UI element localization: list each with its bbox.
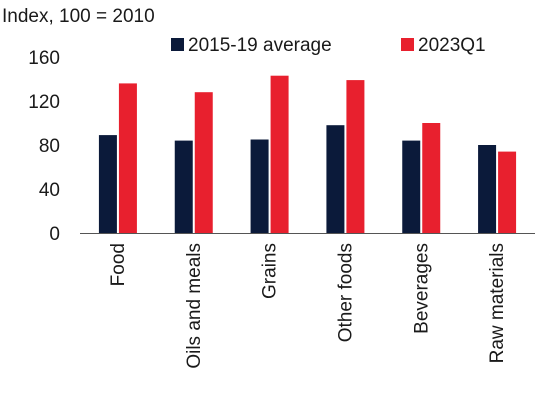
category-label: Food <box>108 243 129 286</box>
y-tick-label: 40 <box>39 180 60 201</box>
y-axis-ticks: 0 40 80 120 160 <box>28 48 60 245</box>
bar-2023q1 <box>270 75 289 233</box>
legend-label: 2023Q1 <box>418 35 486 56</box>
bar-2023q1 <box>422 123 441 233</box>
bar-avg-2015-19 <box>478 145 497 233</box>
legend-label: 2015-19 average <box>188 35 332 56</box>
bar-2023q1 <box>498 151 517 233</box>
category-label: Grains <box>260 243 281 299</box>
bar-avg-2015-19 <box>98 135 117 233</box>
bars <box>98 75 517 234</box>
category-label: Raw materials <box>487 243 508 363</box>
category-labels: Food Oils and meals Grains Other foods Bever… <box>108 243 508 369</box>
bar-2023q1 <box>194 92 213 233</box>
bar-2023q1 <box>118 83 137 234</box>
category-label: Oils and meals <box>184 243 205 369</box>
legend-swatch <box>171 38 184 51</box>
y-axis-unit-label: Index, 100 = 2010 <box>2 6 155 27</box>
y-tick-label: 0 <box>49 224 60 245</box>
y-tick-label: 160 <box>28 48 60 69</box>
bar-avg-2015-19 <box>402 140 421 233</box>
bar-2023q1 <box>346 80 365 233</box>
category-label: Other foods <box>335 243 356 342</box>
bar-avg-2015-19 <box>250 139 269 233</box>
y-tick-label: 120 <box>28 92 60 113</box>
category-label: Beverages <box>411 243 432 334</box>
bar-avg-2015-19 <box>174 140 193 233</box>
legend: 2015-19 average 2023Q1 <box>171 35 486 56</box>
legend-swatch <box>401 38 414 51</box>
bar-avg-2015-19 <box>326 125 345 233</box>
y-tick-label: 80 <box>39 136 60 157</box>
